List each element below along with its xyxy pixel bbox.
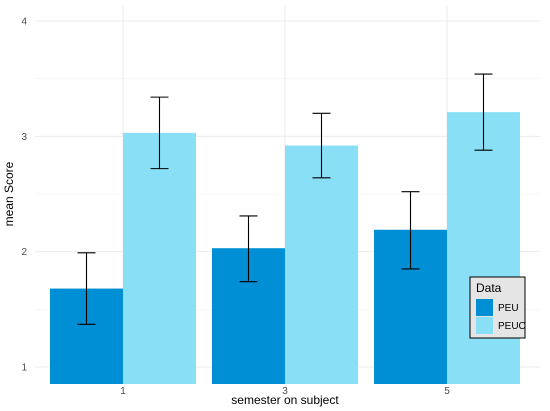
legend-title: Data (476, 281, 502, 295)
bar-peuc-3 (285, 145, 358, 384)
x-tick-label: 3 (282, 386, 288, 397)
legend-label-peuc: PEUC (498, 321, 526, 332)
bars (50, 112, 520, 384)
y-tick-label: 1 (21, 363, 27, 374)
bar-peuc-1 (123, 132, 196, 384)
y-tick-label: 3 (21, 132, 27, 143)
y-axis-title: mean Score (2, 161, 16, 226)
error-bar-peuc-3 (312, 112, 331, 179)
x-axis-title: semester on subject (231, 393, 339, 407)
error-bars (77, 73, 493, 325)
error-bar-peu-1 (77, 252, 96, 325)
legend: Data PEU PEUC (469, 276, 526, 339)
legend-key-peuc (476, 317, 493, 334)
y-axis-ticks: 1 2 3 4 (21, 17, 27, 374)
bar-peuc-5 (447, 112, 520, 384)
x-axis-ticks: 1 3 5 (120, 386, 450, 397)
error-bar-peu-3 (239, 215, 258, 283)
x-tick-label: 5 (444, 386, 450, 397)
error-bar-peuc-5 (474, 73, 493, 151)
y-tick-label: 4 (21, 17, 27, 28)
error-bar-peuc-1 (150, 96, 169, 170)
y-tick-label: 2 (21, 247, 27, 258)
x-tick-label: 1 (120, 386, 126, 397)
legend-label-peu: PEU (498, 303, 519, 314)
error-bar-peu-5 (401, 191, 420, 270)
legend-key-peu (476, 299, 493, 316)
